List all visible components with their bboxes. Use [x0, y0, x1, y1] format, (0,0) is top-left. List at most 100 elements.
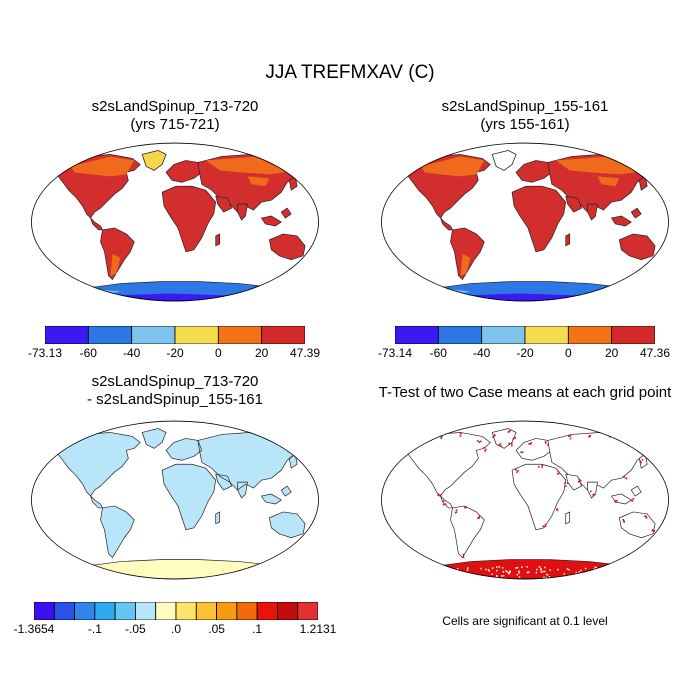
difference-cell — [158, 471, 162, 475]
difference-cell — [262, 512, 266, 516]
difference-cell — [316, 572, 318, 576]
difference-cell — [208, 500, 212, 504]
difference-cell — [292, 503, 296, 507]
nonsignificant-cell — [451, 569, 453, 572]
difference-cell — [170, 459, 174, 463]
difference-cell — [89, 572, 93, 576]
difference-cell — [51, 462, 54, 465]
difference-cell — [217, 539, 221, 543]
difference-cell — [56, 530, 60, 534]
difference-cell — [140, 551, 144, 555]
difference-cell — [193, 539, 197, 543]
difference-cell — [77, 539, 81, 543]
difference-cell — [140, 480, 144, 484]
difference-cell — [146, 524, 150, 528]
difference-cell — [295, 503, 299, 507]
difference-cell — [161, 503, 165, 507]
difference-cell — [59, 560, 63, 564]
difference-cell — [268, 566, 272, 570]
difference-cell — [181, 435, 185, 439]
difference-cell — [313, 563, 317, 567]
difference-cell — [256, 569, 260, 573]
difference-cell — [214, 428, 218, 430]
difference-cell — [292, 486, 296, 490]
cbar-label: 0 — [214, 346, 222, 360]
difference-cell — [98, 495, 102, 499]
difference-cell — [137, 447, 141, 451]
difference-cell — [295, 447, 299, 451]
difference-cell — [140, 533, 144, 537]
nonsignificant-cell — [566, 568, 569, 570]
difference-cell — [71, 512, 75, 516]
difference-cell — [304, 489, 308, 493]
difference-cell — [95, 515, 99, 519]
difference-cell — [238, 530, 242, 534]
significant-cell — [541, 464, 544, 467]
difference-cell — [86, 521, 90, 525]
difference-cell — [226, 429, 230, 433]
difference-cell — [86, 509, 90, 513]
difference-cell — [265, 569, 269, 573]
difference-cell — [131, 530, 135, 534]
difference-cell — [56, 429, 60, 433]
difference-cell — [193, 435, 197, 439]
difference-cell — [155, 536, 159, 540]
cbar-label: -73.14 — [377, 346, 413, 360]
difference-cell — [83, 429, 87, 433]
difference-cell — [158, 492, 162, 496]
difference-cell — [119, 503, 123, 507]
difference-cell — [51, 465, 54, 468]
difference-cell — [86, 432, 90, 436]
difference-cell — [68, 542, 72, 546]
difference-cell — [307, 518, 311, 522]
difference-cell — [301, 486, 305, 490]
difference-cell — [86, 575, 90, 579]
difference-cell — [143, 542, 147, 546]
difference-cell — [256, 578, 260, 580]
difference-cell — [155, 486, 159, 490]
difference-cell — [262, 551, 266, 555]
difference-cell — [307, 465, 311, 469]
difference-cell — [80, 495, 84, 499]
difference-cell — [59, 536, 63, 540]
difference-cell — [292, 569, 296, 573]
difference-cell — [283, 438, 287, 442]
difference-cell — [104, 557, 108, 561]
map-top-right — [381, 142, 669, 302]
difference-cell — [250, 551, 254, 555]
difference-cell — [250, 569, 254, 573]
difference-cell — [125, 551, 129, 555]
difference-cell — [95, 527, 99, 531]
difference-cell — [268, 509, 272, 513]
difference-cell — [62, 474, 66, 478]
difference-cell — [256, 557, 260, 561]
difference-cell — [89, 548, 93, 552]
difference-cell — [313, 530, 317, 534]
difference-cell — [125, 500, 129, 504]
difference-cell — [92, 428, 96, 430]
difference-cell — [301, 512, 305, 516]
difference-cell — [62, 498, 66, 501]
difference-cell — [283, 506, 287, 510]
difference-cell — [101, 572, 105, 576]
difference-cell — [217, 557, 221, 561]
difference-cell — [59, 521, 63, 525]
difference-cell — [292, 468, 296, 472]
difference-cell — [134, 500, 138, 504]
difference-cell — [313, 474, 317, 478]
difference-cell — [74, 551, 78, 555]
difference-cell — [65, 542, 69, 546]
difference-cell — [313, 429, 317, 433]
difference-cell — [253, 533, 257, 537]
difference-cell — [59, 569, 63, 573]
difference-cell — [181, 551, 185, 555]
difference-cell — [286, 503, 290, 507]
significant-cell — [630, 436, 633, 439]
difference-cell — [250, 489, 254, 493]
difference-cell — [286, 468, 290, 472]
difference-cell — [184, 536, 188, 540]
difference-cell — [62, 471, 66, 475]
difference-cell — [295, 492, 299, 496]
nonsignificant-cell — [592, 572, 594, 574]
difference-cell — [262, 503, 266, 507]
